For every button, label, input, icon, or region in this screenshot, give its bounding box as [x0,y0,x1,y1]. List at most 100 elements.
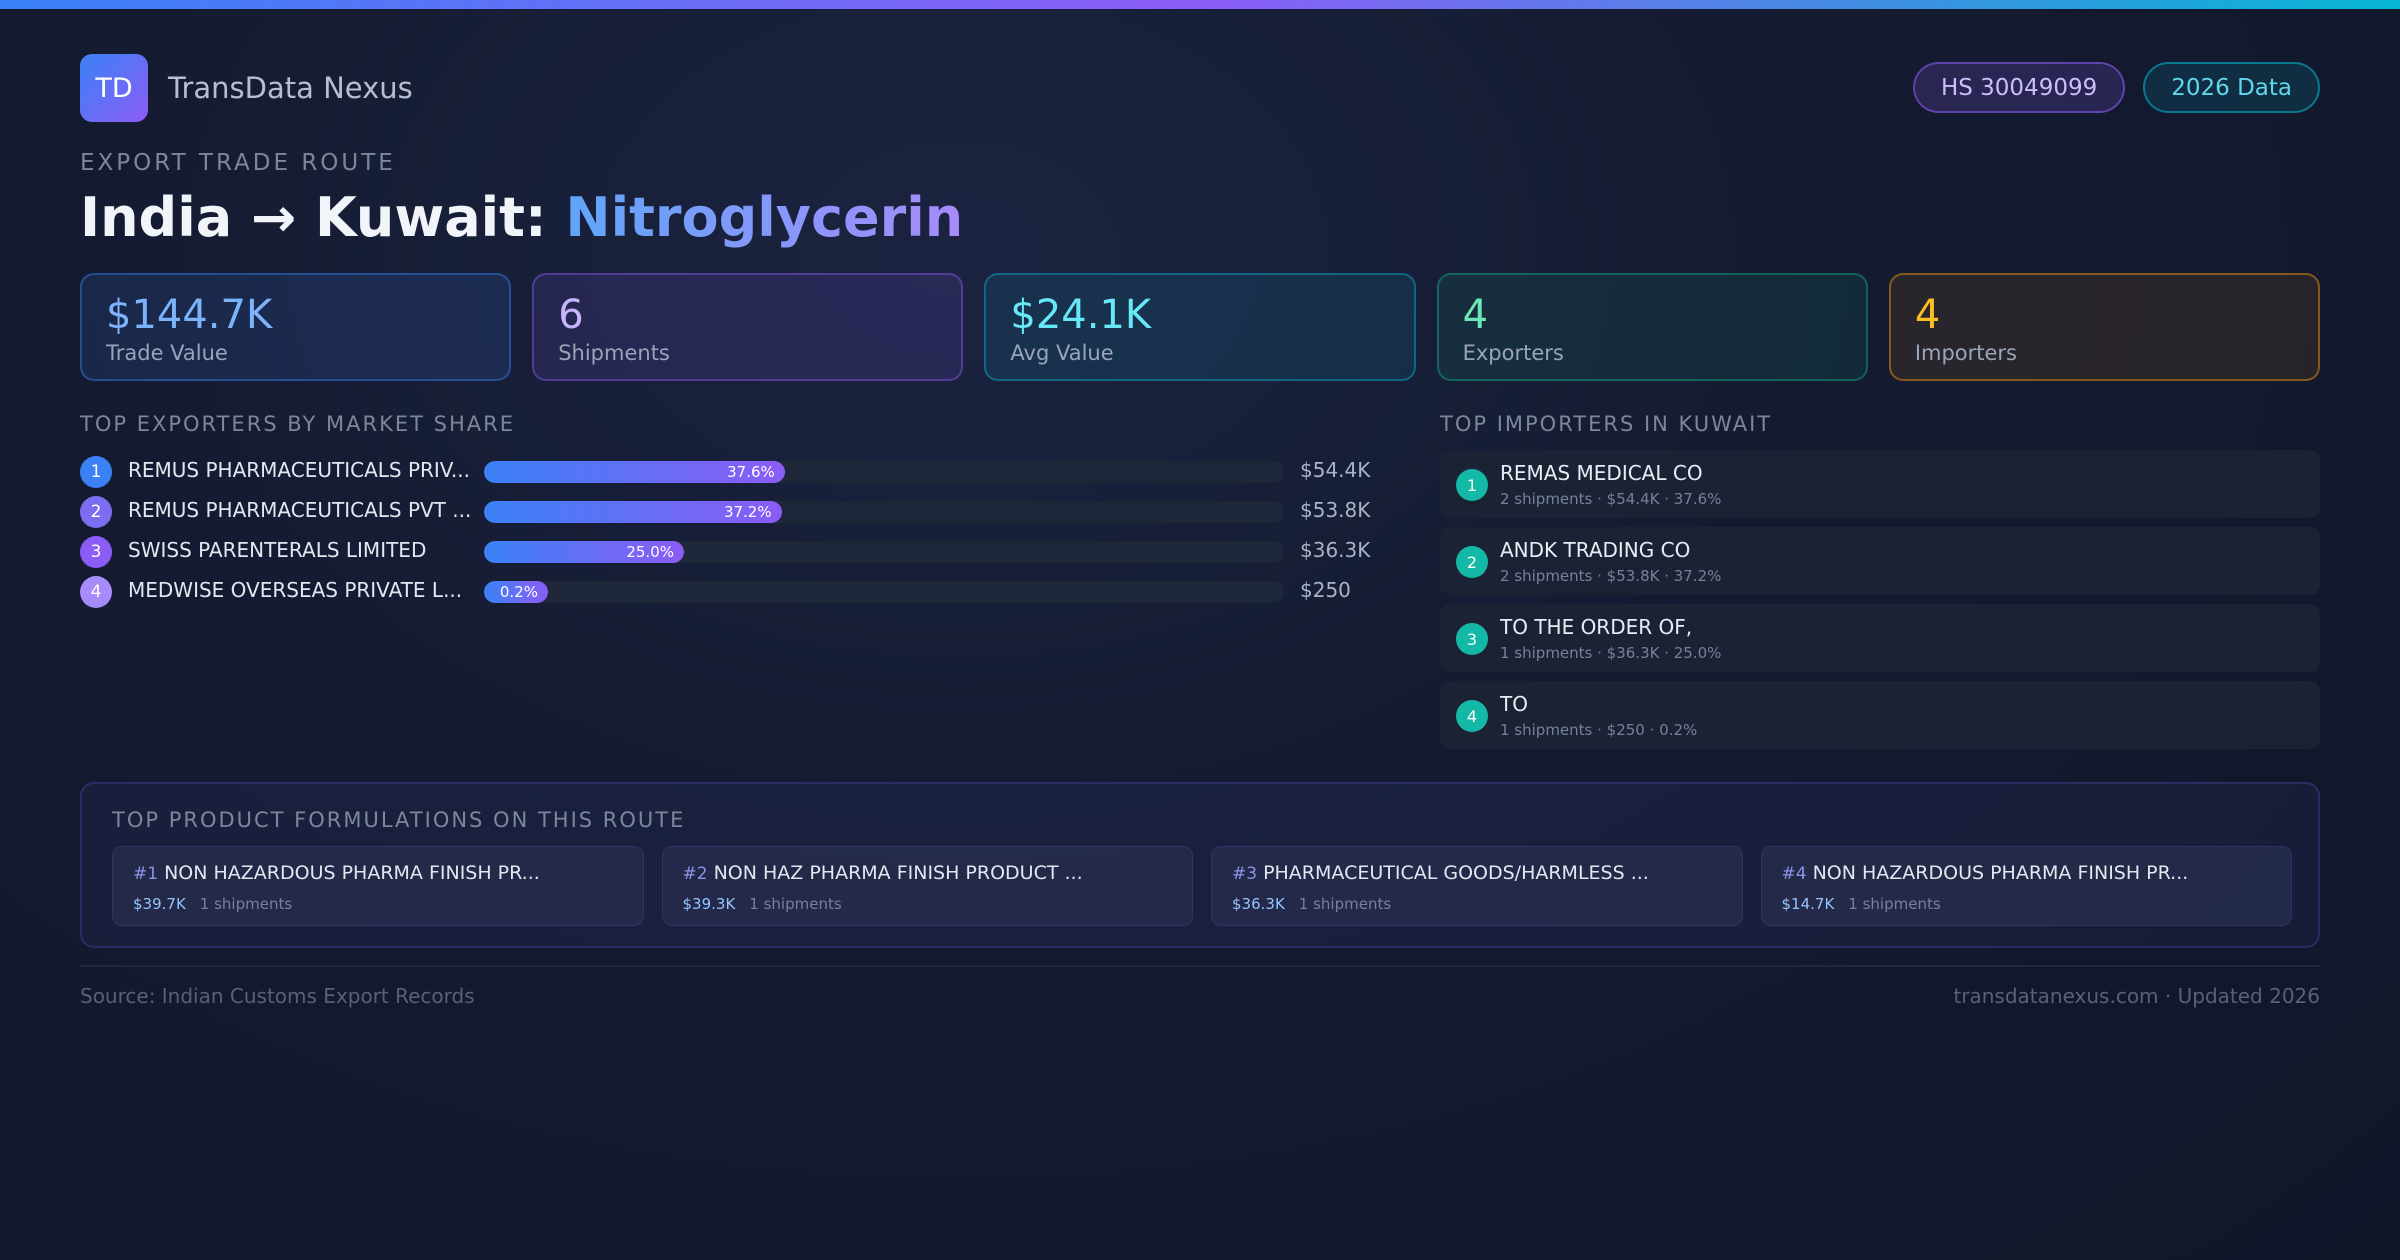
formulation-meta: $36.3K 1 shipments [1232,895,1391,913]
formulation-card[interactable]: #1 NON HAZARDOUS PHARMA FINISH PR... $39.… [112,846,644,926]
formulation-title: #1 NON HAZARDOUS PHARMA FINISH PR... [133,862,540,884]
exporter-name: REMUS PHARMACEUTICALS PVT ... [128,498,472,522]
exporter-value: $250 [1300,578,1351,602]
importer-name: ANDK TRADING CO [1500,538,1691,562]
formulation-value: $14.7K [1781,895,1835,913]
importer-name: TO [1500,692,1528,716]
formulation-name: NON HAZARDOUS PHARMA FINISH PR... [1812,862,2189,884]
share-label: 37.2% [723,503,772,521]
exporter-row[interactable]: 1 REMUS PHARMACEUTICALS PRIV... 37.6% $5… [80,452,1370,492]
top-formulations-section: TOP PRODUCT FORMULATIONS ON THIS ROUTE #… [80,782,2320,948]
exporter-row[interactable]: 3 SWISS PARENTERALS LIMITED 25.0% $36.3K [80,532,1370,572]
product-name: Nitroglycerin [565,186,964,249]
stat-value: 4 [1914,292,1941,338]
share-bar: 25.0% [484,541,684,563]
section-heading: TOP EXPORTERS BY MARKET SHARE [80,412,516,436]
site-link[interactable]: transdatanexus.com · Updated 2026 [1953,984,2320,1008]
formulation-name: NON HAZARDOUS PHARMA FINISH PR... [164,862,540,884]
stat-card-exporters: 4 Exporters [1436,273,1868,381]
page-eyebrow: EXPORT TRADE ROUTE [80,150,396,176]
exporter-name: MEDWISE OVERSEAS PRIVATE L... [128,578,463,602]
formulation-card[interactable]: #2 NON HAZ PHARMA FINISH PRODUCT ... $39.… [661,846,1193,926]
stat-label: Importers [1914,341,2018,365]
formulation-value: $39.3K [682,895,736,913]
share-bar-track: 37.2% [484,501,1284,523]
share-bar: 37.2% [484,501,782,523]
stat-value: $144.7K [106,292,273,338]
formulation-shipments: 1 shipments [1848,895,1941,913]
exporter-row[interactable]: 2 REMUS PHARMACEUTICALS PVT ... 37.2% $5… [80,492,1370,532]
hs-code-badge: HS 30049099 [1912,62,2126,113]
exporter-row[interactable]: 4 MEDWISE OVERSEAS PRIVATE L... 0.2% $25… [80,572,1370,612]
formulation-title: #2 NON HAZ PHARMA FINISH PRODUCT ... [683,862,1083,884]
stat-card-importers: 4 Importers [1888,273,2321,381]
formulation-shipments: 1 shipments [1298,895,1392,913]
importer-meta: 1 shipments · $250 · 0.2% [1500,721,1698,739]
formulation-meta: $39.3K 1 shipments [683,895,842,913]
importer-name: REMAS MEDICAL CO [1500,461,1703,485]
page: TD TransData Nexus HS 30049099 2026 Data… [80,0,2321,1260]
importer-card[interactable]: 4 TO 1 shipments · $250 · 0.2% [1440,681,2320,749]
formulation-meta: $14.7K 1 shipments [1782,895,1941,913]
rank-badge: 3 [80,536,112,568]
rank-badge: 4 [80,576,112,608]
brand-name: TransData Nexus [168,71,413,105]
formulation-card[interactable]: #4 NON HAZARDOUS PHARMA FINISH PR... $14.… [1760,846,2292,926]
share-label: 37.6% [727,463,775,481]
formulation-title: #3 PHARMACEUTICAL GOODS/HARMLESS ... [1232,862,1649,884]
exporter-value: $53.8K [1300,498,1371,522]
exporter-value: $54.4K [1300,458,1371,482]
share-label: 25.0% [626,543,674,561]
rank-badge: 3 [1456,623,1488,655]
formulation-card[interactable]: #3 PHARMACEUTICAL GOODS/HARMLESS ... $36.… [1211,846,1743,926]
importer-meta: 2 shipments · $54.4K · 37.6% [1500,490,1722,508]
page-title: India → Kuwait: Nitroglycerin [80,186,963,249]
exporter-list: 1 REMUS PHARMACEUTICALS PRIV... 37.6% $5… [80,452,1370,612]
stat-card-avg-value: $24.1K Avg Value [984,273,1416,381]
formulation-shipments: 1 shipments [749,895,842,913]
formulation-meta: $39.7K 1 shipments [133,895,292,913]
rank-badge: 4 [1456,700,1488,732]
share-bar: 0.2% [484,581,548,603]
stat-label: Exporters [1462,341,1564,365]
stat-value: 6 [558,292,584,338]
share-label: 0.2% [499,583,538,601]
stat-label: Shipments [558,341,670,365]
brand-logo: TD [80,54,148,122]
importer-list: 1 REMAS MEDICAL CO 2 shipments · $54.4K … [1440,450,2320,749]
importer-meta: 1 shipments · $36.3K · 25.0% [1500,644,1722,662]
stat-cards: $144.7K Trade Value 6 Shipments $24.1K A… [80,273,2321,381]
share-bar: 37.6% [484,461,785,483]
rank-badge: 2 [1456,546,1488,578]
exporter-value: $36.3K [1300,538,1371,562]
share-bar-track: 25.0% [484,541,1284,563]
footer-divider [80,965,2320,967]
top-importers-section: TOP IMPORTERS IN KUWAIT 1 REMAS MEDICAL … [1440,412,2320,758]
formulation-name: PHARMACEUTICAL GOODS/HARMLESS ... [1263,862,1649,884]
route-text: India → Kuwait: [80,186,566,249]
formulation-shipments: 1 shipments [199,895,293,913]
section-heading: TOP PRODUCT FORMULATIONS ON THIS ROUTE [112,808,686,832]
brand[interactable]: TD TransData Nexus [80,54,413,122]
importer-card[interactable]: 2 ANDK TRADING CO 2 shipments · $53.8K ·… [1440,527,2320,595]
section-heading: TOP IMPORTERS IN KUWAIT [1440,412,1773,436]
exporter-name: SWISS PARENTERALS LIMITED [128,538,427,562]
share-bar-track: 37.6% [484,461,1284,483]
formulation-title: #4 NON HAZARDOUS PHARMA FINISH PR... [1782,862,2189,884]
importer-meta: 2 shipments · $53.8K · 37.2% [1500,567,1722,585]
formulation-value: $39.7K [133,895,186,913]
stat-value: $24.1K [1010,292,1152,338]
importer-card[interactable]: 3 TO THE ORDER OF, 1 shipments · $36.3K … [1440,604,2320,672]
importer-card[interactable]: 1 REMAS MEDICAL CO 2 shipments · $54.4K … [1440,450,2320,518]
formulation-rank: #3 [1232,864,1258,884]
data-year-badge: 2026 Data [2143,62,2320,113]
rank-badge: 1 [80,456,112,488]
stat-card-shipments: 6 Shipments [532,273,964,381]
rank-badge: 2 [80,496,112,528]
formulation-value: $36.3K [1232,895,1285,913]
source-note: Source: Indian Customs Export Records [80,984,475,1008]
formulation-rank: #1 [133,864,159,884]
stat-label: Avg Value [1010,341,1114,365]
formulation-list: #1 NON HAZARDOUS PHARMA FINISH PR... $39.… [112,846,2292,926]
stat-card-trade-value: $144.7K Trade Value [80,273,512,381]
